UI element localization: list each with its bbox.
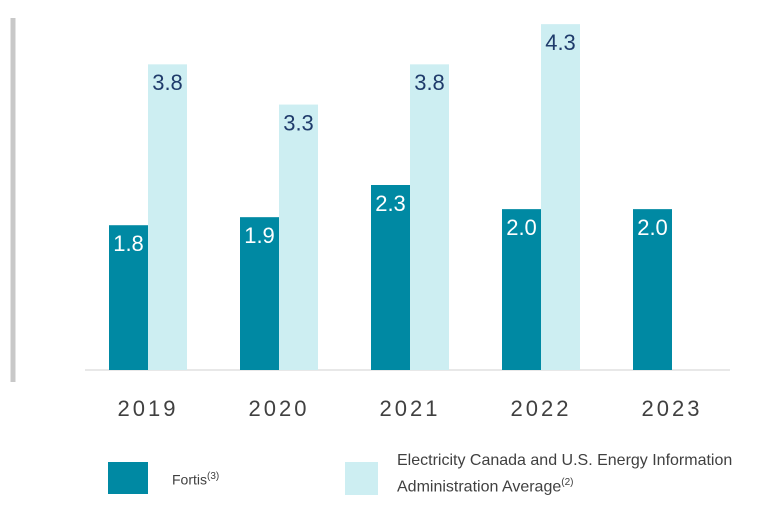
data-label: 4.3 (545, 30, 576, 55)
data-label: 1.9 (244, 223, 275, 248)
data-label: 2.3 (375, 191, 406, 216)
bar (633, 209, 672, 370)
x-tick-label: 2020 (249, 396, 310, 421)
bar (541, 24, 580, 371)
x-tick-label: 2019 (118, 396, 179, 421)
bar (502, 209, 541, 370)
data-label: 2.0 (506, 215, 537, 240)
legend-label: Electricity Canada and U.S. Energy Infor… (397, 450, 737, 498)
legend-name: Fortis (172, 471, 207, 488)
data-label: 1.8 (113, 231, 144, 256)
legend-note: (3) (207, 471, 220, 482)
x-tick-label: 2022 (511, 396, 572, 421)
data-label: 3.8 (152, 70, 183, 95)
bar (148, 64, 187, 370)
bar (240, 217, 279, 370)
legend-name: Electricity Canada and U.S. Energy Infor… (397, 452, 733, 496)
data-label: 2.0 (637, 215, 668, 240)
bar (410, 64, 449, 370)
legend-item: Fortis(3) (108, 462, 219, 494)
legend-label: Fortis(3) (172, 466, 219, 491)
chart: 2019 1.8 3.8 2020 1.9 3.3 2021 2.3 3.8 2022 2.0 4.3… (10, 18, 730, 421)
legend-swatch (345, 462, 378, 495)
data-label: 3.3 (283, 110, 314, 135)
bar (109, 225, 148, 370)
legend-note: (2) (561, 477, 574, 488)
x-tick-label: 2023 (642, 396, 703, 421)
legend-swatch (108, 462, 148, 494)
legend-item: Electricity Canada and U.S. Energy Infor… (345, 452, 737, 498)
data-label: 3.8 (414, 70, 445, 95)
x-tick-label: 2021 (380, 396, 441, 421)
bar (279, 104, 318, 370)
bar (371, 185, 410, 370)
